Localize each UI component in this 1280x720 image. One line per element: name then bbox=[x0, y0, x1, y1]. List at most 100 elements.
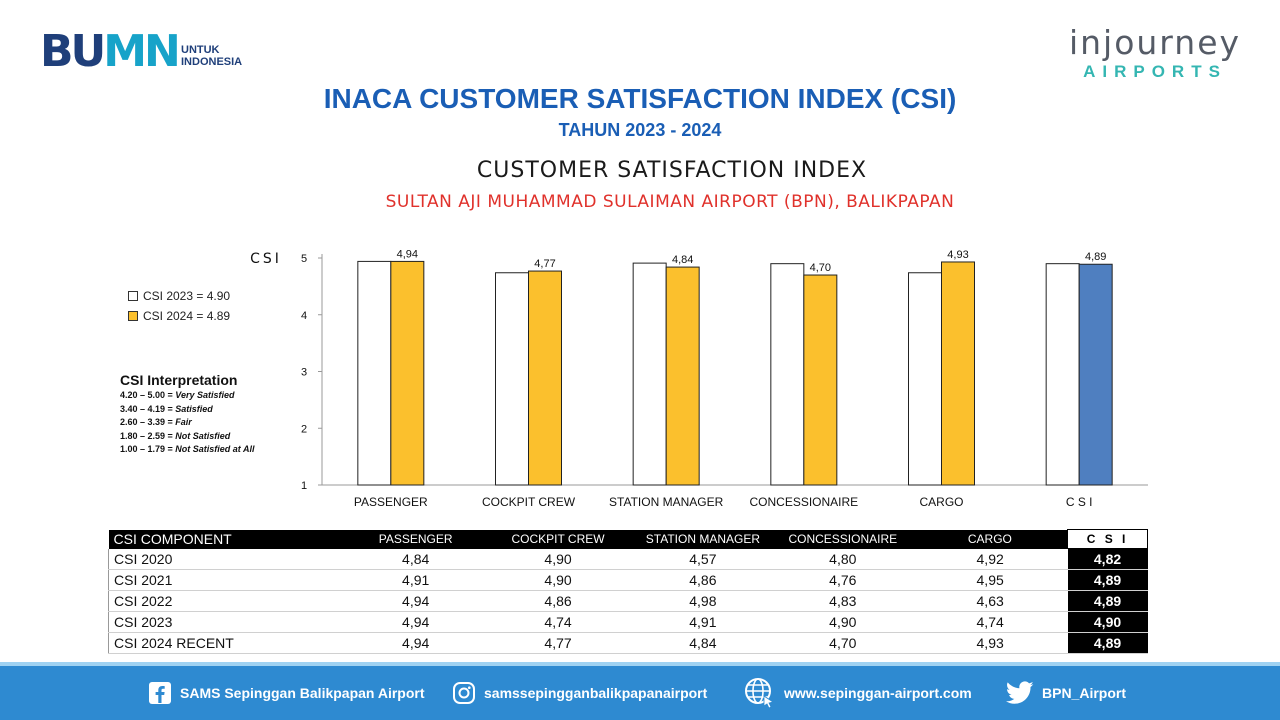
interp-range: 3.40 – 4.19 = bbox=[120, 403, 176, 414]
interp-label: Very Satisfied bbox=[175, 390, 235, 400]
interp-range: 1.80 – 2.59 = bbox=[120, 430, 176, 441]
table-cell-csi: 4,89 bbox=[1067, 590, 1148, 612]
interp-row: 4.20 – 5.00 = Very Satisfied bbox=[120, 389, 254, 403]
bar-2023 bbox=[1045, 263, 1080, 486]
bar-2024 bbox=[1078, 263, 1113, 486]
footer-instagram-label: samssepingganbalikpapanairport bbox=[484, 685, 708, 701]
bar-2024 bbox=[528, 270, 562, 486]
table-cell: 4,77 bbox=[483, 632, 633, 654]
y-tick-label: 2 bbox=[301, 423, 307, 435]
y-tick-label: 4 bbox=[301, 310, 307, 322]
interp-label: Not Satisfied bbox=[175, 430, 231, 441]
x-tick-label: CONCESSIONAIRE bbox=[749, 495, 858, 509]
table-header-cell: PASSENGER bbox=[348, 529, 484, 549]
bumn-logo-untuk: UNTUK bbox=[181, 44, 220, 56]
table-row: CSI 2023 4,94 4,74 4,91 4,90 4,74 4,90 bbox=[108, 611, 1148, 633]
table-cell: 4,84 bbox=[632, 632, 773, 654]
footer-facebook-link[interactable]: SAMS Sepinggan Balikpapan Airport bbox=[148, 680, 425, 706]
table-cell: 4,80 bbox=[772, 548, 913, 570]
y-tick-label: 5 bbox=[301, 253, 307, 265]
table-row: CSI 2021 4,91 4,90 4,86 4,76 4,95 4,89 bbox=[108, 569, 1148, 591]
bar-2024 bbox=[390, 260, 425, 486]
bar-2024 bbox=[941, 261, 975, 486]
table-cell: CSI 2023 bbox=[108, 611, 349, 633]
table-cell: CSI 2024 RECENT bbox=[108, 632, 349, 654]
legend-swatch-2023 bbox=[128, 291, 138, 301]
table-cell: 4,76 bbox=[772, 569, 913, 591]
table-cell: 4,57 bbox=[632, 548, 773, 570]
chart-subtitle: SULTAN AJI MUHAMMAD SULAIMAN AIRPORT (BP… bbox=[385, 192, 955, 212]
x-tick-label: C S I bbox=[1066, 495, 1093, 509]
y-tick-label: 1 bbox=[301, 480, 307, 492]
page-subtitle: TAHUN 2023 - 2024 bbox=[558, 120, 722, 140]
bar-2023 bbox=[770, 263, 805, 486]
interp-row: 1.00 – 1.79 = Not Satisfied at All bbox=[120, 443, 254, 457]
legend-label-2023: CSI 2023 = 4.90 bbox=[143, 289, 231, 303]
legend-item-2024: CSI 2024 = 4.89 bbox=[128, 306, 230, 326]
data-label: 4,94 bbox=[397, 248, 418, 260]
table-cell: 4,91 bbox=[348, 569, 484, 591]
csi-interpretation-title: CSI Interpretation bbox=[120, 372, 238, 388]
table-header-row: CSI COMPONENT PASSENGER COCKPIT CREW STA… bbox=[108, 529, 1148, 549]
footer-twitter-link[interactable]: BPN_Airport bbox=[1006, 680, 1126, 706]
bar-2023 bbox=[908, 272, 942, 486]
y-axis-label: CSI bbox=[250, 251, 282, 267]
footer-website-link[interactable]: www.sepinggan-airport.com bbox=[742, 678, 972, 709]
table-cell: 4,93 bbox=[912, 632, 1068, 654]
bar-2024 bbox=[665, 266, 700, 486]
legend-item-2023: CSI 2023 = 4.90 bbox=[128, 286, 230, 306]
table-cell: 4,90 bbox=[483, 569, 633, 591]
data-label: 4,77 bbox=[534, 258, 555, 270]
table-cell: 4,92 bbox=[912, 548, 1068, 570]
y-tick-label: 3 bbox=[301, 367, 307, 379]
footer-bar: SAMS Sepinggan Balikpapan Airport samsse… bbox=[0, 666, 1280, 720]
interp-label: Not Satisfied at All bbox=[175, 444, 255, 454]
table-row: CSI 2020 4,84 4,90 4,57 4,80 4,92 4,82 bbox=[108, 548, 1148, 570]
bumn-logo: BUMN UNTUK INDONESIA bbox=[40, 30, 250, 76]
table-cell: 4,94 bbox=[348, 632, 484, 654]
footer-website-label: www.sepinggan-airport.com bbox=[784, 685, 972, 701]
table-cell-csi: 4,82 bbox=[1067, 548, 1148, 570]
data-label: 4,93 bbox=[947, 249, 968, 261]
table-cell: 4,74 bbox=[912, 611, 1068, 633]
interp-label: Fair bbox=[175, 417, 192, 427]
table-row: CSI 2022 4,94 4,86 4,98 4,83 4,63 4,89 bbox=[108, 590, 1148, 612]
interp-row: 3.40 – 4.19 = Satisfied bbox=[120, 403, 254, 417]
table-cell: 4,94 bbox=[348, 611, 484, 633]
table-cell-csi: 4,89 bbox=[1067, 569, 1148, 591]
table-cell: CSI 2020 bbox=[108, 548, 349, 570]
table-cell: 4,90 bbox=[772, 611, 913, 633]
interp-range: 1.00 – 1.79 = bbox=[120, 444, 176, 454]
interp-label: Satisfied bbox=[175, 403, 213, 414]
x-tick-label: CARGO bbox=[919, 495, 963, 509]
csi-table: CSI COMPONENT PASSENGER COCKPIT CREW STA… bbox=[108, 529, 1148, 654]
footer-divider bbox=[0, 662, 1280, 666]
table-cell: 4,95 bbox=[912, 569, 1068, 591]
table-header-cell: COCKPIT CREW bbox=[483, 529, 633, 549]
twitter-icon bbox=[1006, 680, 1034, 706]
footer-instagram-link[interactable]: samssepingganbalikpapanairport bbox=[452, 680, 707, 706]
csi-interpretation: CSI Interpretation 4.20 – 5.00 = Very Sa… bbox=[120, 372, 254, 457]
legend-label-2024: CSI 2024 = 4.89 bbox=[143, 309, 231, 323]
table-cell: 4,74 bbox=[483, 611, 633, 633]
table-header-cell: CONCESSIONAIRE bbox=[772, 529, 913, 549]
table-header-cell: CARGO bbox=[912, 529, 1068, 549]
table-header-cell: STATION MANAGER bbox=[632, 529, 773, 549]
globe-icon bbox=[742, 676, 776, 710]
facebook-icon bbox=[148, 681, 172, 705]
bar-2024 bbox=[803, 274, 838, 486]
data-label: 4,84 bbox=[672, 254, 693, 266]
table-cell: 4,86 bbox=[632, 569, 773, 591]
page-title: INACA CUSTOMER SATISFACTION INDEX (CSI) bbox=[323, 83, 957, 114]
injourney-logo-airports: AIRPORTS bbox=[1083, 62, 1227, 81]
x-tick-label: COCKPIT CREW bbox=[482, 495, 576, 509]
x-tick-label: STATION MANAGER bbox=[609, 495, 724, 509]
instagram-icon bbox=[452, 681, 476, 705]
table-cell: CSI 2021 bbox=[108, 569, 349, 591]
bar-2023 bbox=[357, 260, 392, 486]
table-cell: 4,86 bbox=[483, 590, 633, 612]
table-cell-csi: 4,90 bbox=[1067, 611, 1148, 633]
interp-range: 2.60 – 3.39 = bbox=[120, 417, 176, 427]
table-cell: 4,83 bbox=[772, 590, 913, 612]
